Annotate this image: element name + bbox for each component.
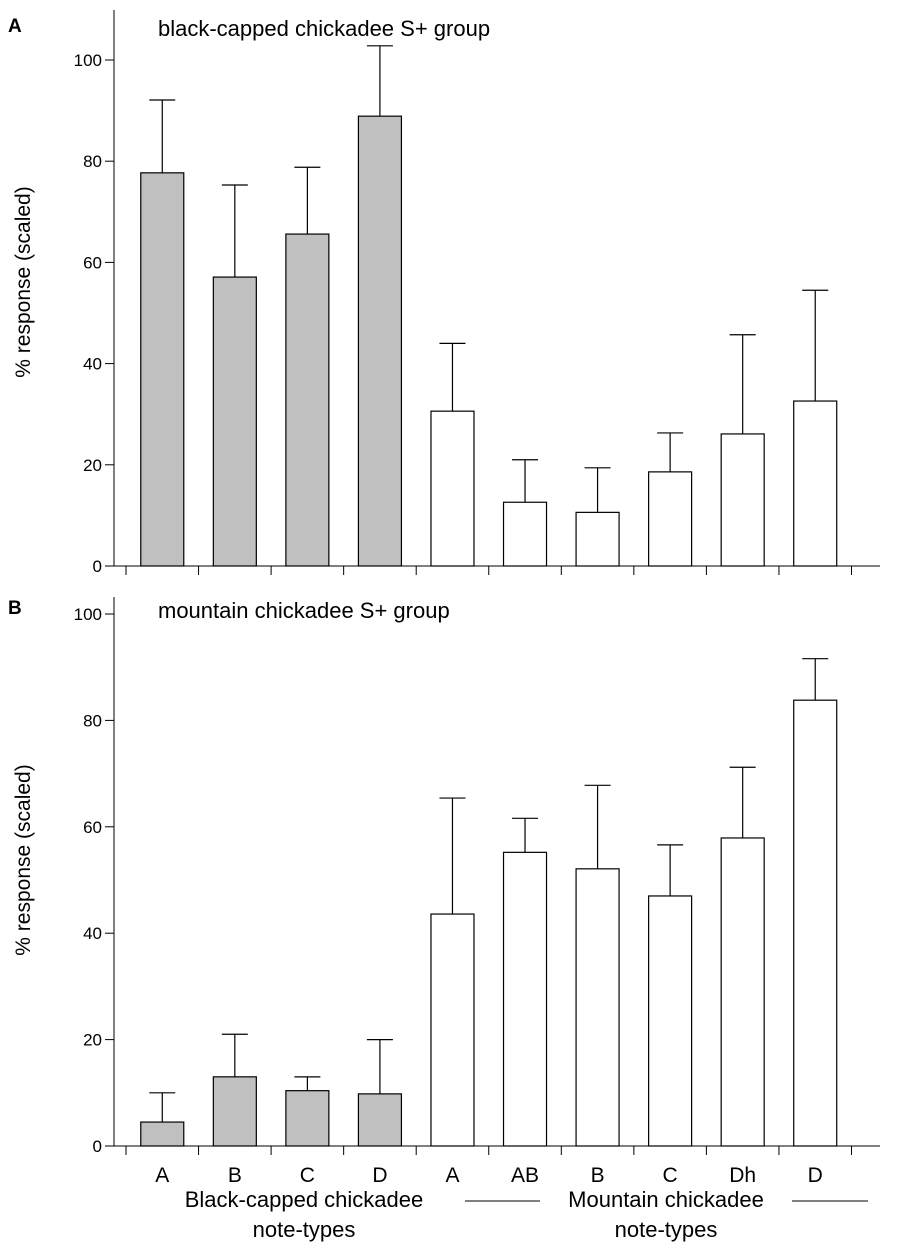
x-tick-label: AB (511, 1164, 539, 1187)
bar (575, 868, 620, 1147)
y-tick-label: 40 (83, 924, 102, 943)
x-tick-label: D (372, 1164, 387, 1187)
bar (285, 233, 330, 567)
black-capped-group-label: Black-capped chickadee (185, 1187, 423, 1212)
bar (793, 400, 838, 567)
bar (720, 837, 765, 1147)
panel-letter: A (8, 16, 22, 37)
y-tick-label: 20 (83, 456, 102, 475)
y-tick-label: 80 (83, 711, 102, 730)
panel-letter: B (8, 598, 22, 619)
x-tick-label: A (445, 1164, 459, 1187)
x-tick-label: B (591, 1164, 605, 1187)
y-tick-label: 20 (83, 1031, 102, 1050)
bar (793, 699, 838, 1147)
mountain-group-sublabel: note-types (615, 1217, 718, 1242)
bar (430, 410, 475, 567)
x-tick-label: B (228, 1164, 242, 1187)
chart-title: black-capped chickadee S+ group (158, 16, 490, 41)
bar (140, 172, 185, 567)
y-tick-label: 60 (83, 253, 102, 272)
bar (648, 895, 693, 1147)
mountain-group-label: Mountain chickadee (568, 1187, 764, 1212)
bar (357, 115, 403, 567)
y-tick-label: 100 (74, 605, 102, 624)
y-axis-title: % response (scaled) (12, 186, 35, 377)
bar (502, 851, 548, 1147)
black-capped-group-sublabel: note-types (253, 1217, 356, 1242)
bar (212, 276, 257, 567)
y-tick-label: 40 (83, 355, 102, 374)
bar (648, 471, 693, 567)
bar (575, 511, 620, 567)
bar (502, 501, 548, 567)
x-tick-label: A (155, 1164, 169, 1187)
y-tick-label: 0 (93, 557, 102, 576)
bar (140, 1121, 185, 1147)
x-tick-label: C (663, 1164, 678, 1187)
x-tick-label: Dh (729, 1164, 756, 1187)
y-axis-title: % response (scaled) (12, 764, 35, 955)
y-tick-label: 100 (74, 51, 102, 70)
y-tick-label: 80 (83, 152, 102, 171)
y-tick-label: 0 (93, 1137, 102, 1156)
bar (430, 913, 475, 1147)
bar (720, 433, 765, 567)
bar (285, 1090, 330, 1147)
x-tick-label: C (300, 1164, 315, 1187)
chart-title: mountain chickadee S+ group (158, 598, 450, 623)
y-tick-label: 60 (83, 818, 102, 837)
x-tick-label: D (808, 1164, 823, 1187)
bar (357, 1093, 403, 1147)
bar (212, 1076, 257, 1147)
